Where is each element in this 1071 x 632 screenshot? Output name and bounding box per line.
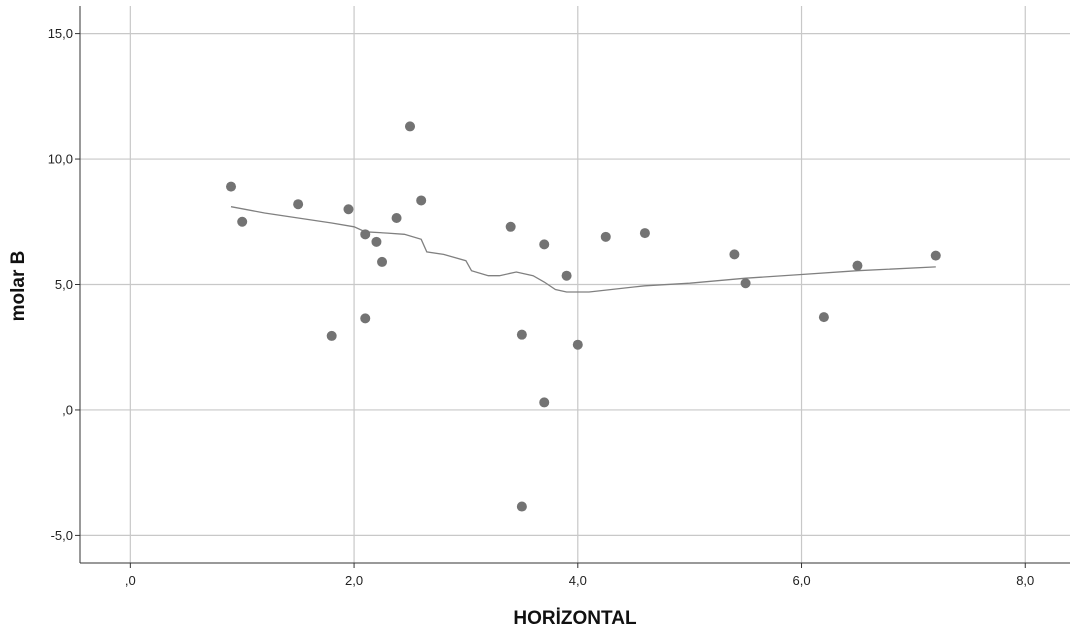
data-point xyxy=(237,216,248,227)
data-point xyxy=(293,199,304,210)
data-points xyxy=(226,121,941,512)
data-point xyxy=(818,312,829,323)
data-point xyxy=(516,501,527,512)
data-point xyxy=(572,339,583,350)
data-point xyxy=(539,239,550,250)
data-point xyxy=(360,229,371,240)
data-point xyxy=(371,236,382,247)
fit-line xyxy=(230,206,936,293)
data-point xyxy=(326,330,337,341)
grid xyxy=(80,6,1070,563)
data-point xyxy=(377,256,388,267)
y-tick-label: 10,0 xyxy=(48,152,73,167)
data-point xyxy=(343,204,354,215)
y-tick-label: 15,0 xyxy=(48,26,73,41)
x-tick-label: 4,0 xyxy=(569,573,587,588)
data-point xyxy=(391,213,402,224)
data-point xyxy=(740,278,751,289)
x-tick-label: 6,0 xyxy=(792,573,810,588)
data-point xyxy=(516,329,527,340)
data-point xyxy=(729,249,740,260)
data-point xyxy=(561,270,572,281)
y-tick-label: ,0 xyxy=(62,402,73,417)
data-point xyxy=(360,313,371,324)
data-point xyxy=(226,181,237,192)
x-tick-label: 2,0 xyxy=(345,573,363,588)
data-point xyxy=(505,221,516,232)
data-point xyxy=(852,260,863,271)
x-tick-label: 8,0 xyxy=(1016,573,1034,588)
x-axis-label: HORİZONTAL xyxy=(513,608,637,629)
data-point xyxy=(416,195,427,206)
y-ticks: -5,0 ,0 5,0 10,0 15,0 xyxy=(48,26,80,543)
x-tick-label: ,0 xyxy=(125,573,136,588)
data-point xyxy=(539,397,550,408)
y-tick-label: 5,0 xyxy=(55,277,73,292)
y-axis-label: molar B xyxy=(8,251,29,322)
x-ticks: ,0 2,0 4,0 6,0 8,0 xyxy=(125,563,1034,588)
y-tick-label: -5,0 xyxy=(51,528,73,543)
data-point xyxy=(930,250,941,261)
data-point xyxy=(600,231,611,242)
data-point xyxy=(405,121,415,132)
data-point xyxy=(639,228,650,239)
